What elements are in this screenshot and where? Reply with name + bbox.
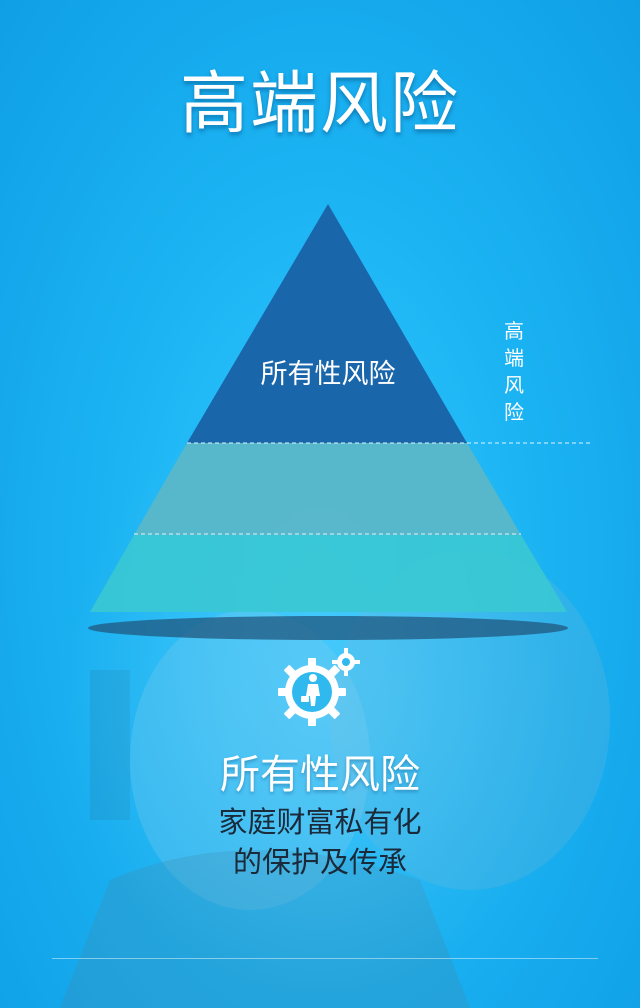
description-line: 的保护及传承 — [232, 845, 407, 879]
pyramid-diagram — [88, 204, 592, 640]
pyramid-bottom-tier — [90, 535, 567, 612]
pyramid-middle-tier — [134, 443, 521, 535]
bottom-divider — [52, 958, 598, 959]
section-heading: 所有性风险 — [220, 752, 420, 798]
pyramid-base-shadow — [88, 616, 568, 640]
section-description: 家庭财富私有化 的保护及传承 — [0, 802, 640, 882]
pyramid-top-label: 所有性风险 — [260, 359, 396, 390]
side-label-char: 高 — [504, 319, 524, 343]
side-label-char: 风 — [504, 373, 524, 397]
page-title: 高端风险 — [179, 65, 460, 144]
side-vertical-label: 高 端 风 险 — [500, 318, 528, 426]
side-label-char: 端 — [504, 346, 524, 370]
side-label-char: 险 — [504, 400, 524, 424]
pyramid-top-tier — [187, 204, 467, 443]
gear-worker-icon — [278, 648, 360, 726]
description-line: 家庭财富私有化 — [218, 805, 422, 839]
